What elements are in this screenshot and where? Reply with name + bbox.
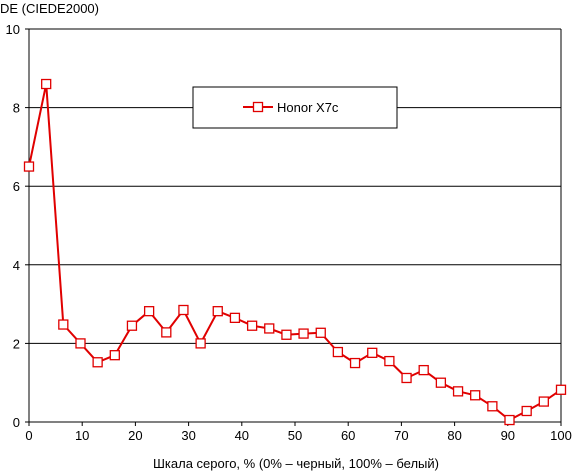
data-point-2 bbox=[58, 319, 69, 330]
y-tick-label-4: 4 bbox=[13, 258, 20, 273]
y-axis-title: DE (CIEDE2000) bbox=[0, 1, 99, 16]
data-point-8 bbox=[161, 327, 172, 338]
data-point-0 bbox=[23, 161, 35, 172]
data-point-16 bbox=[298, 328, 309, 339]
data-point-1 bbox=[41, 78, 52, 90]
x-axis-ticks: 0 10 20 30 40 50 60 70 80 90 100 bbox=[25, 422, 572, 443]
x-tick-label-60: 60 bbox=[341, 428, 355, 443]
x-axis-title: Шкала серого, % (0% – черный, 100% – бел… bbox=[153, 456, 439, 471]
data-point-12 bbox=[229, 312, 241, 324]
y-tick-label-6: 6 bbox=[13, 179, 20, 194]
data-point-19 bbox=[349, 357, 361, 369]
y-tick-label-2: 2 bbox=[13, 336, 20, 351]
y-tick-label-10: 10 bbox=[6, 22, 20, 37]
x-tick-label-30: 30 bbox=[181, 428, 195, 443]
y-axis-ticks: 0 2 4 6 8 10 bbox=[6, 22, 29, 430]
legend-label: Honor X7c bbox=[277, 100, 339, 115]
data-point-17 bbox=[315, 327, 326, 338]
x-tick-label-50: 50 bbox=[288, 428, 302, 443]
legend-box bbox=[192, 86, 398, 129]
x-tick-label-0: 0 bbox=[25, 428, 32, 443]
data-point-31 bbox=[555, 384, 567, 395]
data-point-28 bbox=[504, 414, 515, 426]
data-point-20 bbox=[367, 347, 378, 358]
data-point-27 bbox=[487, 401, 498, 412]
data-point-5 bbox=[109, 350, 120, 361]
data-point-30 bbox=[538, 396, 549, 407]
data-point-15 bbox=[281, 329, 292, 340]
x-tick-label-70: 70 bbox=[394, 428, 408, 443]
data-point-21 bbox=[384, 355, 395, 367]
data-point-11 bbox=[212, 306, 223, 317]
x-tick-label-80: 80 bbox=[447, 428, 461, 443]
data-point-4 bbox=[92, 357, 103, 368]
x-tick-label-100: 100 bbox=[550, 428, 572, 443]
data-point-29 bbox=[521, 405, 532, 417]
data-point-13 bbox=[246, 320, 258, 331]
series-honor-x7c bbox=[23, 78, 567, 426]
grid-lines bbox=[29, 28, 561, 344]
data-point-25 bbox=[452, 386, 464, 397]
data-point-9 bbox=[178, 304, 189, 316]
legend-marker bbox=[252, 101, 264, 113]
data-point-14 bbox=[264, 323, 275, 334]
data-point-26 bbox=[470, 390, 481, 401]
x-tick-label-10: 10 bbox=[75, 428, 89, 443]
x-tick-label-20: 20 bbox=[128, 428, 142, 443]
data-point-6 bbox=[126, 320, 138, 331]
data-point-24 bbox=[435, 377, 447, 388]
data-point-18 bbox=[332, 346, 344, 358]
data-point-7 bbox=[143, 306, 155, 317]
x-tick-label-40: 40 bbox=[235, 428, 249, 443]
data-point-23 bbox=[418, 364, 429, 376]
x-tick-label-90: 90 bbox=[501, 428, 515, 443]
data-point-10 bbox=[195, 338, 206, 349]
y-tick-label-0: 0 bbox=[13, 415, 20, 430]
y-tick-label-8: 8 bbox=[13, 101, 20, 116]
data-point-22 bbox=[401, 372, 412, 384]
legend: Honor X7c bbox=[192, 86, 398, 129]
data-point-3 bbox=[75, 338, 86, 349]
